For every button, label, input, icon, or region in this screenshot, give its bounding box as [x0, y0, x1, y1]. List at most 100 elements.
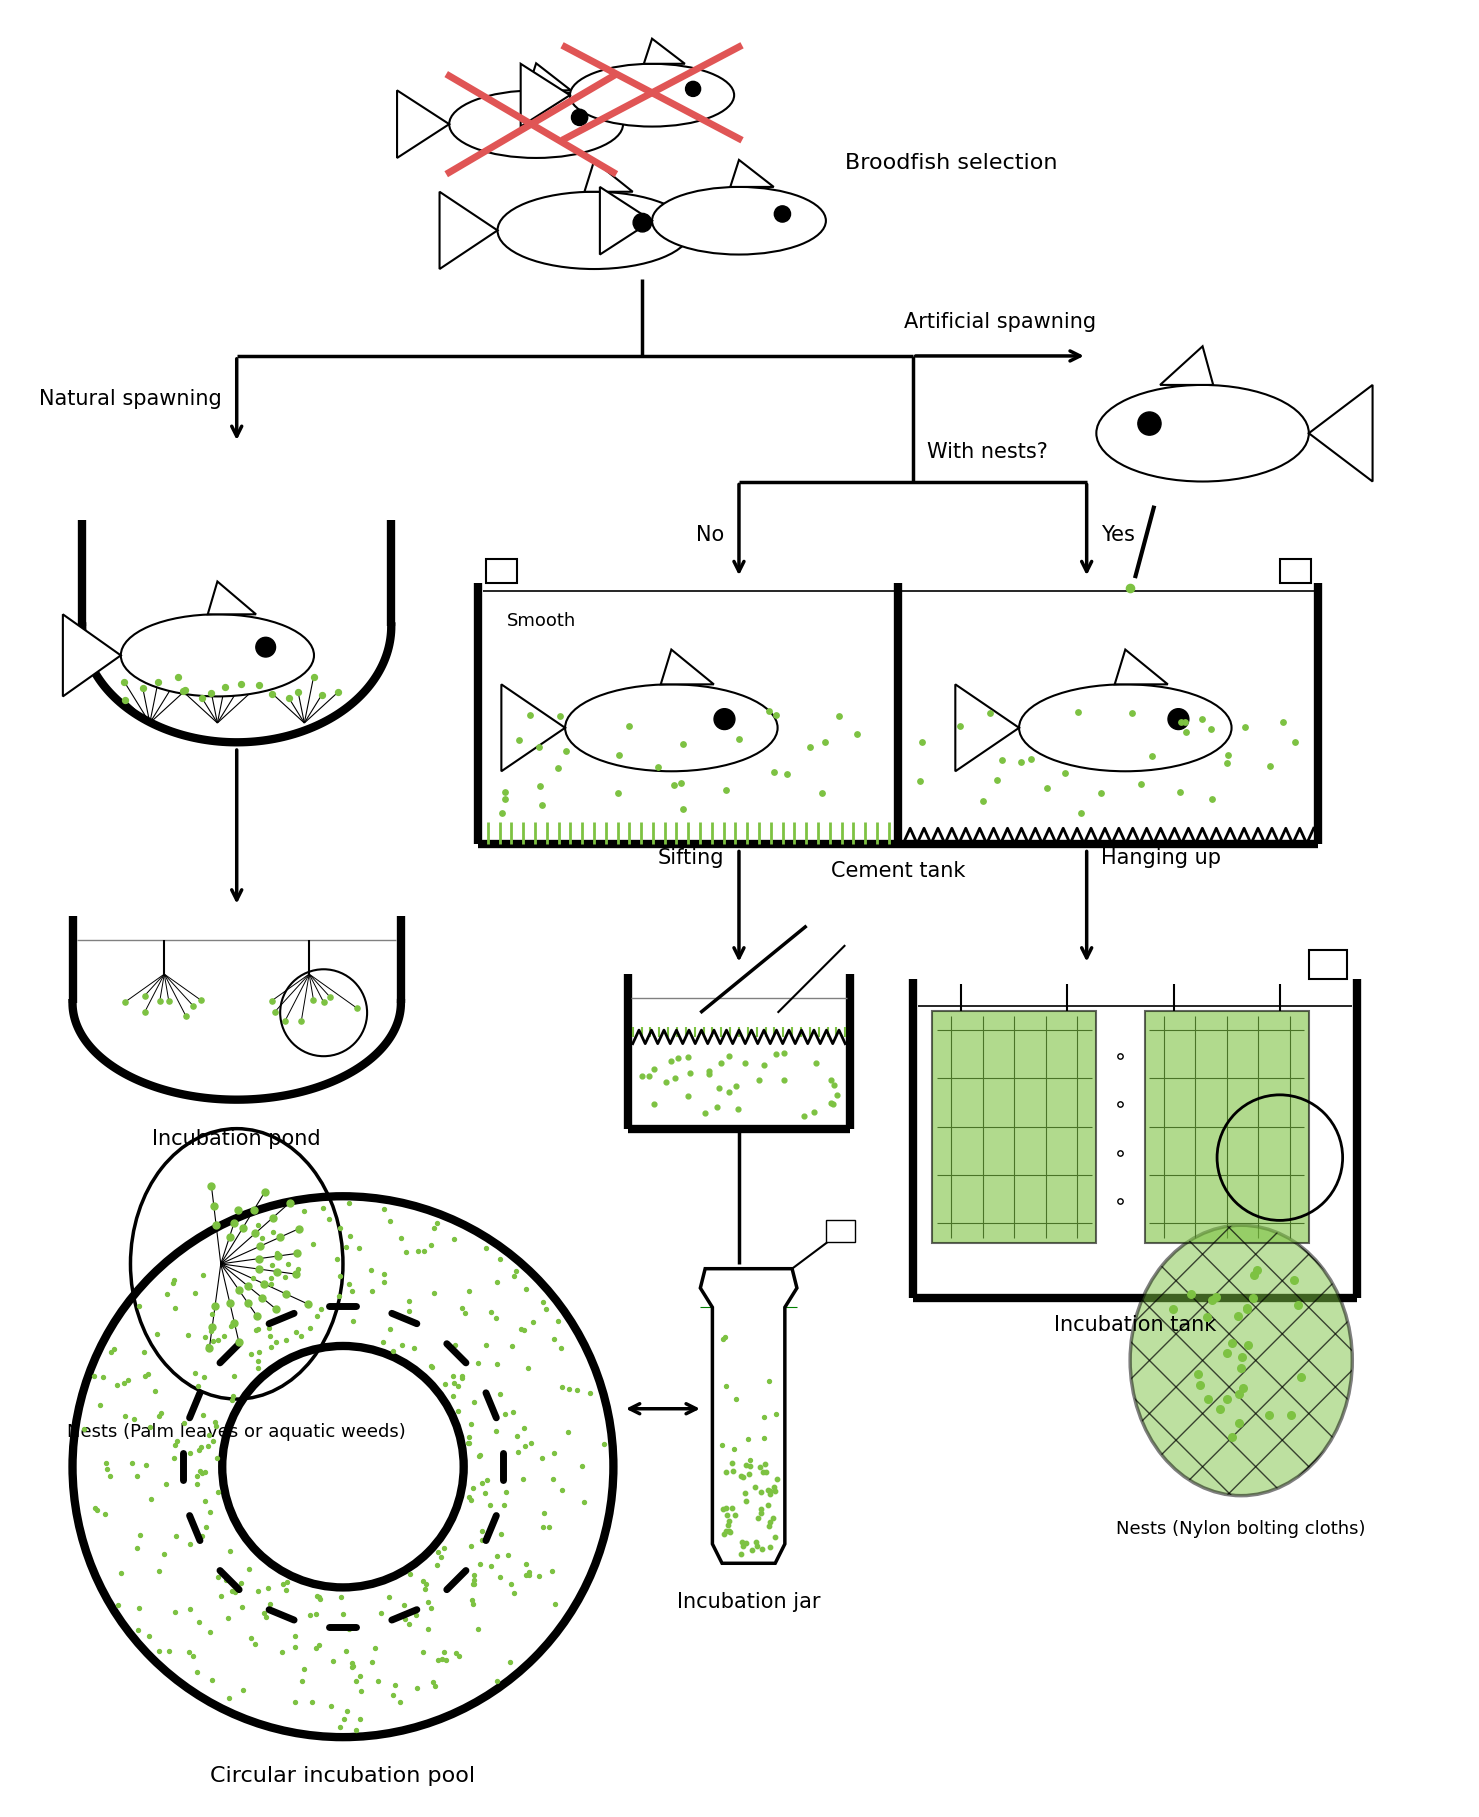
Point [305, 1599, 328, 1628]
Point [411, 1637, 435, 1666]
Text: With nests?: With nests? [927, 442, 1049, 462]
Ellipse shape [652, 187, 825, 254]
Point [419, 1594, 442, 1623]
Point [637, 1061, 661, 1090]
Point [1233, 712, 1257, 741]
Point [527, 732, 550, 761]
Ellipse shape [1019, 685, 1232, 770]
Bar [1279, 560, 1310, 583]
Point [805, 1048, 828, 1077]
Point [308, 1630, 331, 1659]
Point [754, 1457, 778, 1486]
Text: Nests (Palm leaves or aquatic weeds): Nests (Palm leaves or aquatic weeds) [68, 1423, 407, 1441]
Point [248, 1232, 272, 1261]
Point [441, 1361, 464, 1390]
Point [1069, 798, 1093, 827]
Point [694, 1097, 717, 1127]
Point [729, 1461, 753, 1490]
Point [772, 1065, 796, 1094]
Point [549, 701, 572, 730]
Point [231, 1675, 254, 1704]
Point [1231, 1374, 1254, 1403]
Text: Incubation pond: Incubation pond [152, 1128, 321, 1148]
Point [754, 1448, 778, 1477]
Circle shape [686, 82, 701, 96]
Point [305, 1301, 328, 1330]
Point [679, 1057, 703, 1087]
Point [379, 1316, 402, 1345]
Point [312, 987, 336, 1016]
Point [1235, 1294, 1259, 1323]
Point [146, 1555, 170, 1584]
Point [717, 1506, 741, 1535]
Point [143, 1375, 167, 1405]
Point [1019, 745, 1043, 774]
Point [247, 1337, 271, 1366]
Point [200, 678, 223, 707]
Point [203, 1190, 226, 1219]
Point [398, 1559, 422, 1588]
Point [518, 1561, 541, 1590]
Point [772, 1038, 796, 1067]
Point [176, 1321, 200, 1350]
Point [793, 1101, 816, 1130]
Point [195, 1432, 219, 1461]
Point [266, 1239, 290, 1268]
Point [1236, 1330, 1260, 1359]
Point [1066, 698, 1090, 727]
Point [204, 1210, 228, 1239]
Point [148, 1637, 172, 1666]
Point [716, 1510, 740, 1539]
Point [461, 1474, 485, 1503]
Point [461, 1386, 485, 1415]
Point [534, 1294, 558, 1323]
Point [748, 1499, 772, 1528]
Point [138, 1412, 161, 1441]
Point [663, 1063, 686, 1092]
Point [1282, 1266, 1306, 1296]
Point [470, 1526, 494, 1555]
Bar [932, 1010, 1096, 1243]
Point [192, 1486, 216, 1515]
Point [195, 1332, 219, 1361]
Point [1226, 1408, 1250, 1437]
Point [531, 1443, 555, 1472]
Point [231, 1594, 254, 1623]
Point [275, 1568, 299, 1597]
Point [546, 754, 569, 783]
Point [479, 1492, 503, 1521]
Point [630, 1061, 654, 1090]
Point [114, 987, 138, 1016]
Point [495, 1541, 519, 1570]
Point [186, 1372, 210, 1401]
Point [216, 1604, 240, 1633]
Point [95, 1448, 118, 1477]
Polygon shape [207, 581, 256, 614]
Bar [1309, 950, 1347, 979]
Point [328, 1712, 352, 1741]
Point [424, 1208, 448, 1237]
Point [513, 1316, 537, 1345]
Point [1201, 785, 1225, 814]
Point [513, 1414, 537, 1443]
Point [765, 701, 788, 730]
Point [1242, 1261, 1266, 1290]
Point [751, 1403, 775, 1432]
Point [521, 1306, 544, 1335]
Point [485, 1666, 509, 1695]
Point [157, 987, 180, 1016]
Point [504, 1257, 528, 1286]
Point [430, 1644, 454, 1673]
Point [972, 787, 995, 816]
Point [220, 1386, 244, 1415]
Point [414, 1570, 438, 1599]
Point [285, 1239, 309, 1268]
Point [713, 1519, 737, 1548]
Point [220, 1381, 244, 1410]
Point [451, 1361, 475, 1390]
Polygon shape [1160, 347, 1213, 385]
Point [714, 1494, 738, 1523]
Point [726, 725, 750, 754]
Point [571, 1452, 595, 1481]
Point [642, 1054, 666, 1083]
